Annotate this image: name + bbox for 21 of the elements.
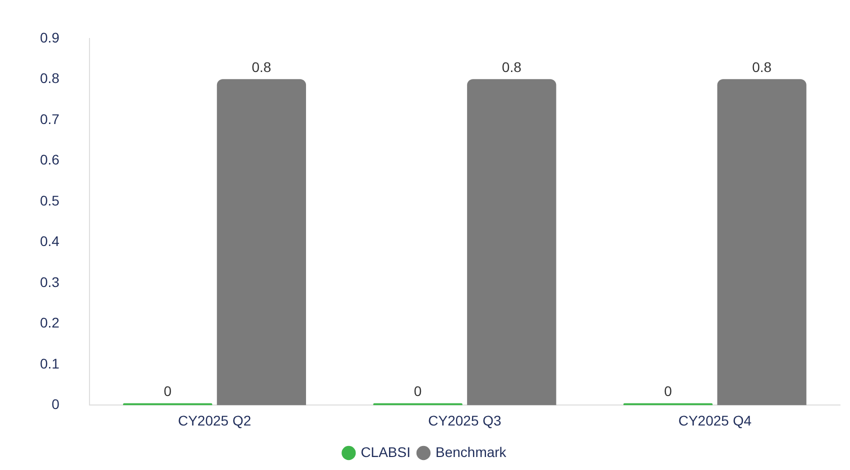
data-label: 0.8	[502, 59, 522, 76]
y-tick-label: 0.3	[40, 274, 60, 290]
x-tick-label: CY2025 Q4	[678, 412, 752, 428]
x-tick-label: CY2025 Q3	[428, 412, 502, 428]
y-tick-label: 0.6	[40, 152, 60, 168]
y-tick-label: 0.7	[40, 110, 60, 127]
legend-label: Benchmark	[435, 444, 508, 460]
y-tick-label: 0.5	[40, 192, 60, 208]
data-label: 0	[164, 383, 172, 400]
y-tick-label: 0.2	[40, 314, 60, 331]
data-label: 0	[414, 383, 422, 400]
y-tick-label: 0.4	[40, 233, 60, 250]
legend-label: CLABSI	[360, 444, 411, 460]
y-tick-label: 0	[52, 396, 60, 412]
x-tick-label: CY2025 Q2	[178, 412, 252, 428]
data-label: 0.8	[752, 59, 772, 76]
y-tick-label: 0.1	[40, 355, 60, 372]
data-label: 0.8	[252, 59, 272, 76]
y-tick-label: 0.8	[40, 70, 60, 86]
y-tick-label: 0.9	[40, 29, 60, 46]
data-label: 0	[664, 383, 672, 400]
